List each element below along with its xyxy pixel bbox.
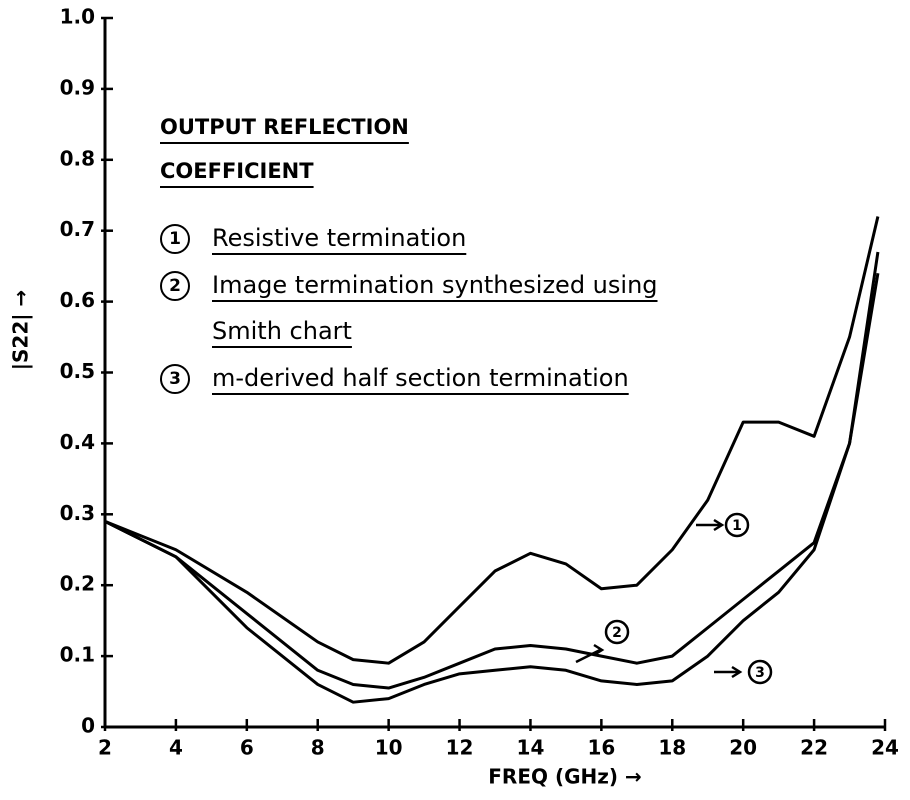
x-tick-label: 2 xyxy=(98,736,112,760)
curve-number: 1 xyxy=(732,518,742,534)
x-tick-label: 6 xyxy=(240,736,254,760)
x-tick-label: 22 xyxy=(800,736,828,760)
legend-label: m-derived half section termination xyxy=(212,364,629,392)
legend-entry: 1 Resistive termination xyxy=(160,215,680,261)
legend-number: 2 xyxy=(160,271,190,301)
y-tick-label: 0.6 xyxy=(60,288,95,312)
curve-number: 2 xyxy=(612,625,622,641)
legend-label: Image termination synthesized using Smit… xyxy=(212,271,658,345)
x-axis-label: FREQ (GHz) → xyxy=(488,765,642,789)
y-tick-label: 0.9 xyxy=(60,75,95,99)
x-tick-label: 16 xyxy=(587,736,615,760)
curve-marker xyxy=(604,619,630,645)
y-tick-label: 1.0 xyxy=(60,5,95,29)
arrow-head xyxy=(593,643,605,657)
y-axis-label: |S22| → xyxy=(9,290,33,371)
curve-marker xyxy=(724,512,750,538)
legend-entry: 3 m-derived half section termination xyxy=(160,355,680,401)
arrow-head xyxy=(713,518,725,532)
x-tick-label: 24 xyxy=(871,736,899,760)
legend-entry: 2 Image termination synthesized using Smi… xyxy=(160,262,680,354)
x-tick-label: 8 xyxy=(311,736,325,760)
curve-arrow xyxy=(575,648,601,664)
y-tick-label: 0.2 xyxy=(60,572,95,596)
series-line xyxy=(104,272,880,704)
curve-number: 3 xyxy=(755,665,765,681)
y-tick-label: 0.1 xyxy=(60,643,95,667)
arrow-head xyxy=(731,665,743,679)
x-tick-label: 20 xyxy=(729,736,757,760)
y-tick-label: 0.5 xyxy=(60,359,95,383)
y-tick-label: 0.7 xyxy=(60,217,95,241)
chart-title: OUTPUT REFLECTION COEFFICIENT xyxy=(160,115,409,183)
y-tick-label: 0 xyxy=(81,714,95,738)
series-line xyxy=(104,216,880,665)
series-line xyxy=(104,251,880,690)
y-tick-label: 0.8 xyxy=(60,146,95,170)
legend-number: 3 xyxy=(160,364,190,394)
curve-marker xyxy=(747,659,773,685)
legend-label: Resistive termination xyxy=(212,224,467,252)
x-tick-label: 10 xyxy=(375,736,403,760)
x-tick-label: 12 xyxy=(446,736,474,760)
x-tick-label: 18 xyxy=(658,736,686,760)
x-tick-label: 4 xyxy=(169,736,183,760)
legend-number: 1 xyxy=(160,224,190,254)
y-tick-label: 0.3 xyxy=(60,501,95,525)
y-tick-label: 0.4 xyxy=(60,430,95,454)
x-tick-label: 14 xyxy=(517,736,545,760)
